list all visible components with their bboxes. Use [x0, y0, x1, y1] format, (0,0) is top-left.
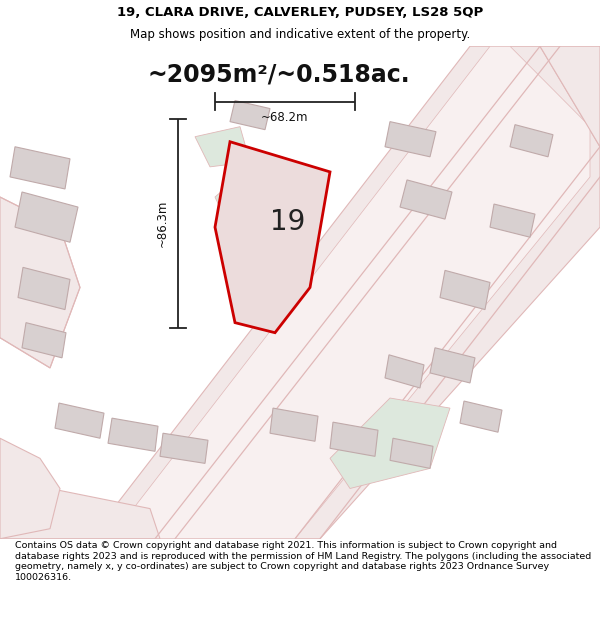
Text: 19, CLARA DRIVE, CALVERLEY, PUDSEY, LS28 5QP: 19, CLARA DRIVE, CALVERLEY, PUDSEY, LS28…	[117, 6, 483, 19]
Polygon shape	[270, 156, 318, 195]
Polygon shape	[540, 46, 600, 147]
Polygon shape	[230, 101, 270, 129]
Polygon shape	[440, 271, 490, 309]
Polygon shape	[460, 401, 502, 432]
Polygon shape	[270, 408, 318, 441]
Polygon shape	[390, 438, 433, 468]
Polygon shape	[510, 124, 553, 157]
Polygon shape	[400, 180, 452, 219]
Polygon shape	[255, 219, 297, 253]
Polygon shape	[22, 322, 66, 358]
Polygon shape	[0, 489, 155, 539]
Polygon shape	[0, 479, 160, 539]
Polygon shape	[110, 46, 590, 539]
Polygon shape	[0, 438, 60, 539]
Text: ~68.2m: ~68.2m	[261, 111, 309, 124]
Polygon shape	[215, 167, 295, 298]
Polygon shape	[18, 268, 70, 309]
Text: Contains OS data © Crown copyright and database right 2021. This information is : Contains OS data © Crown copyright and d…	[15, 541, 591, 581]
Polygon shape	[90, 46, 600, 539]
Polygon shape	[15, 192, 78, 242]
Text: Map shows position and indicative extent of the property.: Map shows position and indicative extent…	[130, 28, 470, 41]
Polygon shape	[385, 355, 424, 388]
Polygon shape	[330, 422, 378, 456]
Polygon shape	[330, 398, 450, 489]
Polygon shape	[430, 348, 475, 383]
Text: ~86.3m: ~86.3m	[155, 199, 169, 247]
Polygon shape	[195, 127, 250, 167]
Polygon shape	[215, 142, 330, 332]
Polygon shape	[490, 204, 535, 238]
Polygon shape	[55, 403, 104, 438]
Polygon shape	[160, 433, 208, 463]
Polygon shape	[0, 197, 80, 368]
Polygon shape	[10, 147, 70, 189]
Polygon shape	[108, 418, 158, 451]
Text: ~2095m²/~0.518ac.: ~2095m²/~0.518ac.	[148, 62, 410, 86]
Text: 19: 19	[271, 208, 305, 236]
Polygon shape	[385, 122, 436, 157]
